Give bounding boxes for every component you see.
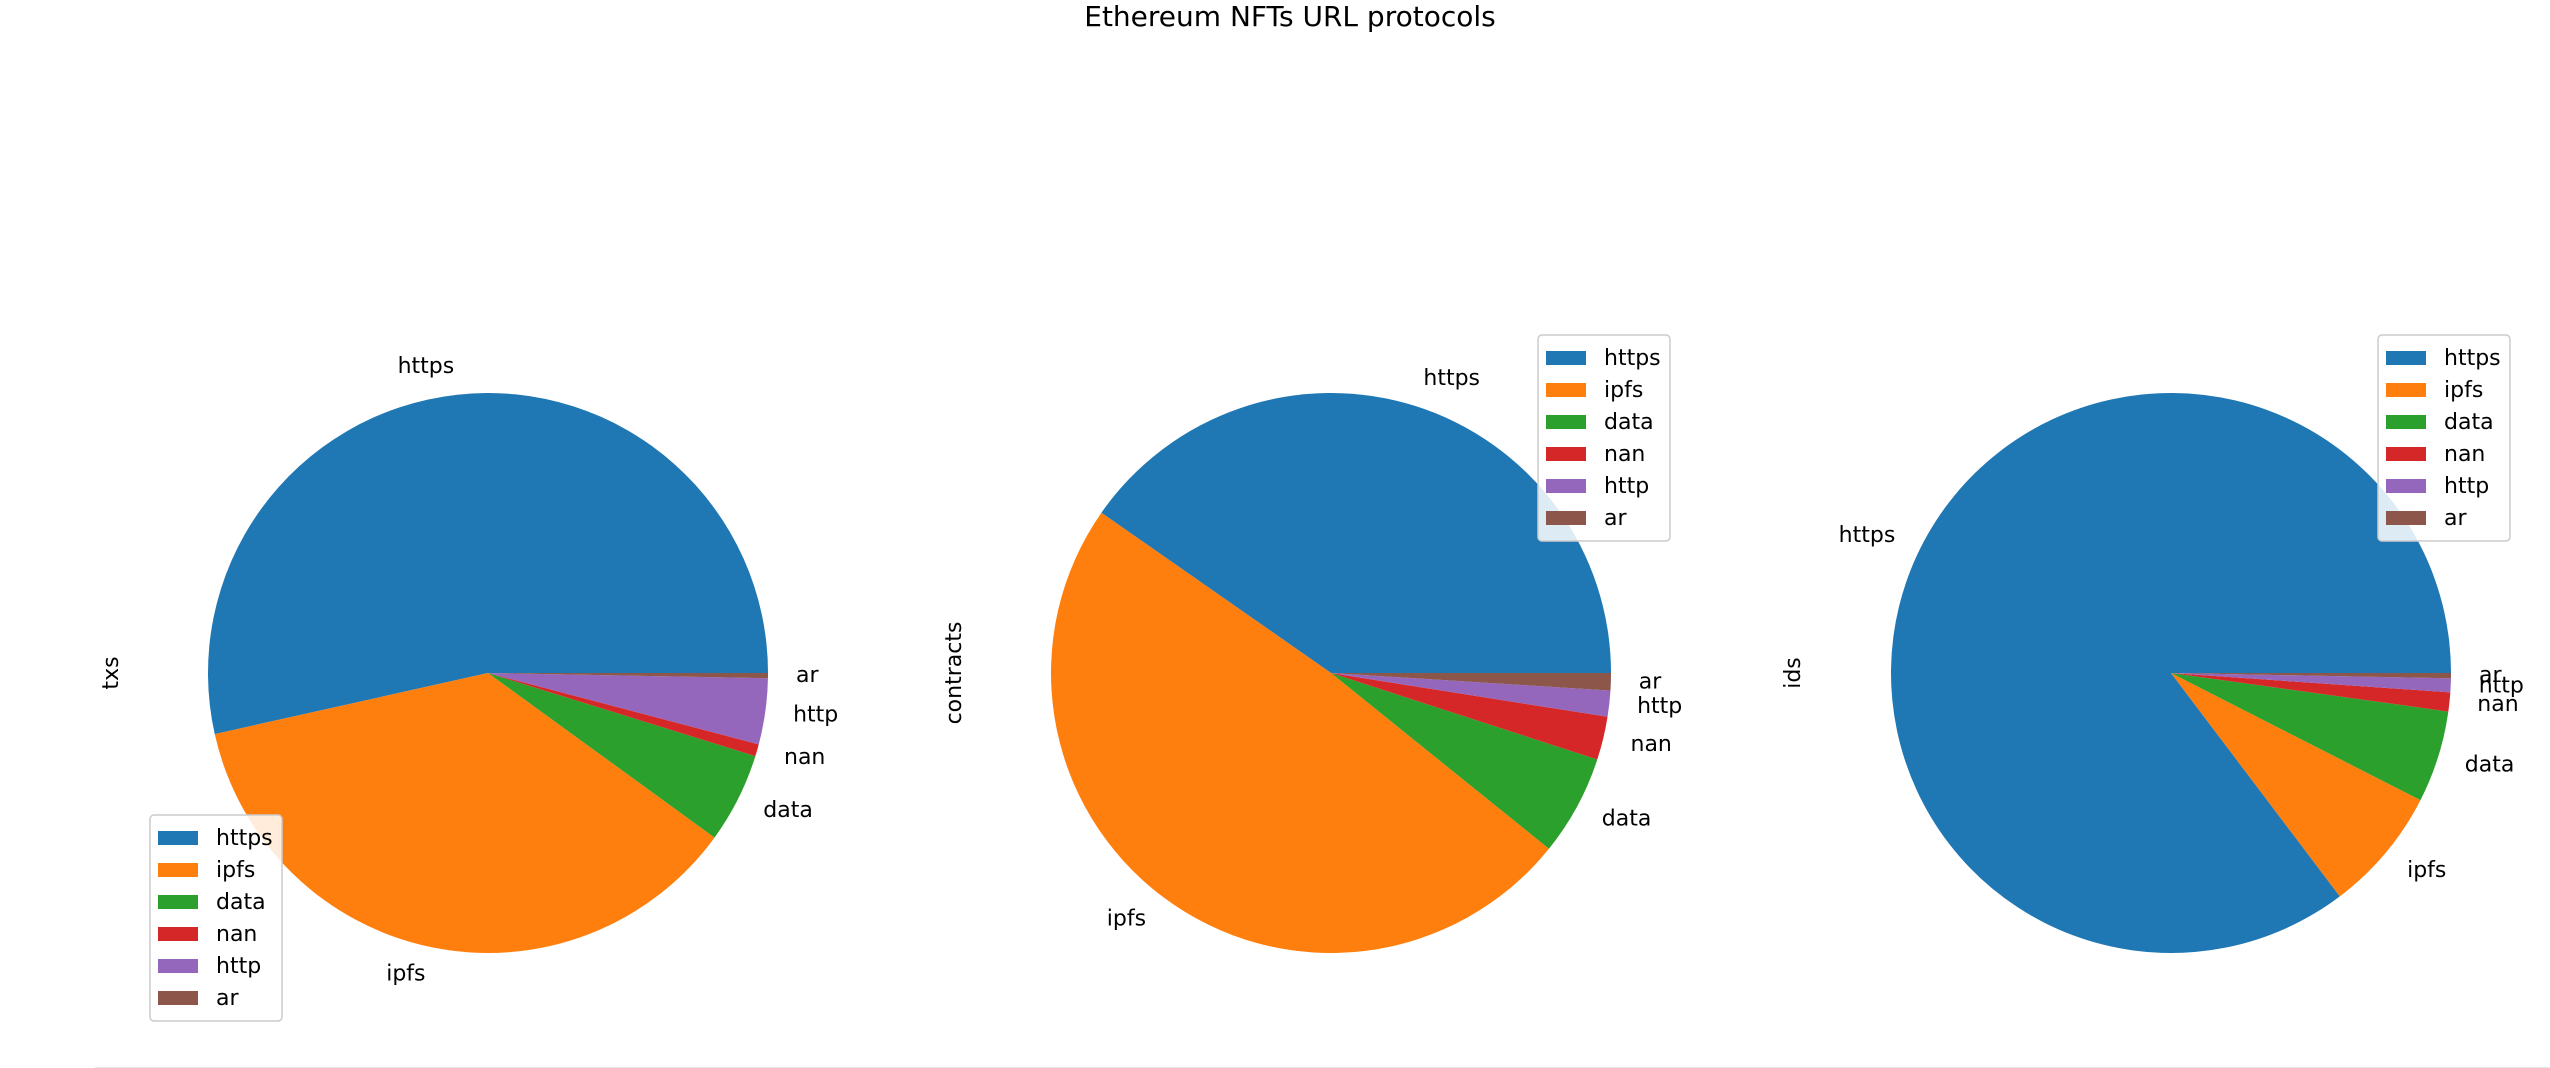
pie-slice-https xyxy=(1101,392,1611,673)
slice-label-ipfs: ipfs xyxy=(2407,858,2446,883)
figure-title: Ethereum NFTs URL protocols xyxy=(1084,0,1495,33)
legend-swatch-http xyxy=(158,959,198,973)
legend-label-https: https xyxy=(2444,346,2501,371)
legend-swatch-http xyxy=(2386,479,2426,493)
legend-swatch-http xyxy=(1546,479,1586,493)
slice-label-http: http xyxy=(1637,694,1682,719)
legend-label-https: https xyxy=(216,826,273,851)
pie-slice-data xyxy=(488,673,756,838)
pie-panels: txshttpsipfsdatananhttparhttpsipfsdatana… xyxy=(99,334,2524,1022)
y-axis-label: txs xyxy=(99,656,124,689)
legend-label-ipfs: ipfs xyxy=(216,858,255,883)
pie-slice-nan xyxy=(488,673,759,757)
legend-label-nan: nan xyxy=(1604,442,1645,467)
legend-label-ipfs: ipfs xyxy=(1604,378,1643,403)
slice-label-https: https xyxy=(1839,523,1896,548)
pie-slice-http xyxy=(488,673,768,745)
legend-swatch-nan xyxy=(2386,447,2426,461)
slice-label-data: data xyxy=(1602,807,1652,832)
pie-panel-ids: idshttpsipfsdatananhttparhttpsipfsdatana… xyxy=(1781,334,2524,953)
pie-panel-txs: txs https ipfs data nan http ar https ipfs data na… xyxy=(99,354,838,1022)
legend-label-nan: nan xyxy=(2444,442,2485,467)
legend-swatch-https xyxy=(158,831,198,845)
slice-label-ar: ar xyxy=(1639,670,1662,695)
legend-swatch-ipfs xyxy=(158,863,198,877)
legend: https ipfs data nan http ar xyxy=(2377,334,2511,542)
pie-slice-https xyxy=(1891,392,2451,953)
pie-slice-https xyxy=(207,393,768,735)
y-axis-label: contracts xyxy=(942,622,967,725)
pie-slice-nan xyxy=(1331,673,1608,760)
slice-label-data: data xyxy=(763,798,813,823)
slice-label-ar: ar xyxy=(2479,663,2502,688)
legend-swatch-ipfs xyxy=(2386,383,2426,397)
legend-label-data: data xyxy=(2444,410,2494,435)
legend-swatch-nan xyxy=(158,927,198,941)
legend: https ipfs data nan http ar xyxy=(149,814,283,1022)
legend: https ipfs data nan http ar xyxy=(1537,334,1671,542)
legend-swatch-data xyxy=(158,895,198,909)
y-axis-label: ids xyxy=(1781,657,1806,689)
legend-label-http: http xyxy=(216,954,261,979)
legend-label-ipfs: ipfs xyxy=(2444,378,2483,403)
legend-label-data: data xyxy=(1604,410,1654,435)
legend-label-http: http xyxy=(1604,474,1649,499)
slice-label-http: http xyxy=(2479,674,2524,699)
slice-label-ipfs: ipfs xyxy=(386,962,425,987)
legend-swatch-ipfs xyxy=(1546,383,1586,397)
legend-label-ar: ar xyxy=(2444,506,2467,531)
pie-slice-http xyxy=(2171,673,2451,693)
legend-swatch-data xyxy=(2386,415,2426,429)
pie-slice-data xyxy=(2171,673,2449,801)
slice-label-ar: ar xyxy=(796,663,819,688)
legend-swatch-ar xyxy=(158,991,198,1005)
pie-slice-nan xyxy=(2171,673,2451,712)
legend-swatch-nan xyxy=(1546,447,1586,461)
pie-slice-ar xyxy=(2171,673,2451,679)
slice-label-data: data xyxy=(2465,752,2515,777)
pie-slice-http xyxy=(1331,673,1611,717)
legend-swatch-ar xyxy=(1546,511,1586,525)
pie-slice-ipfs xyxy=(214,673,715,953)
slice-label-nan: nan xyxy=(784,745,825,770)
slice-label-nan: nan xyxy=(2477,692,2518,717)
slice-label-nan: nan xyxy=(1631,732,1672,757)
slice-label-https: https xyxy=(1423,366,1480,391)
pie-slice-ar xyxy=(488,673,768,679)
legend-swatch-https xyxy=(2386,351,2426,365)
pie-slice-ar xyxy=(1331,673,1611,691)
slice-label-https: https xyxy=(398,354,455,379)
pie-panel-contracts: contractshttpsipfsdatananhttparhttpsipfs… xyxy=(942,334,1682,954)
legend-swatch-ar xyxy=(2386,511,2426,525)
legend-label-https: https xyxy=(1604,346,1661,371)
legend-label-nan: nan xyxy=(216,922,257,947)
legend-label-data: data xyxy=(216,890,266,915)
legend-label-http: http xyxy=(2444,474,2489,499)
pie-slice-ipfs xyxy=(2171,673,2421,897)
pie-slice-data xyxy=(1331,673,1598,849)
legend-swatch-https xyxy=(1546,351,1586,365)
legend-swatch-data xyxy=(1546,415,1586,429)
slice-label-ipfs: ipfs xyxy=(1107,906,1146,931)
legend-label-ar: ar xyxy=(1604,506,1627,531)
pie-slice-ipfs xyxy=(1050,512,1549,954)
slice-label-http: http xyxy=(793,702,838,727)
legend-label-ar: ar xyxy=(216,986,239,1011)
